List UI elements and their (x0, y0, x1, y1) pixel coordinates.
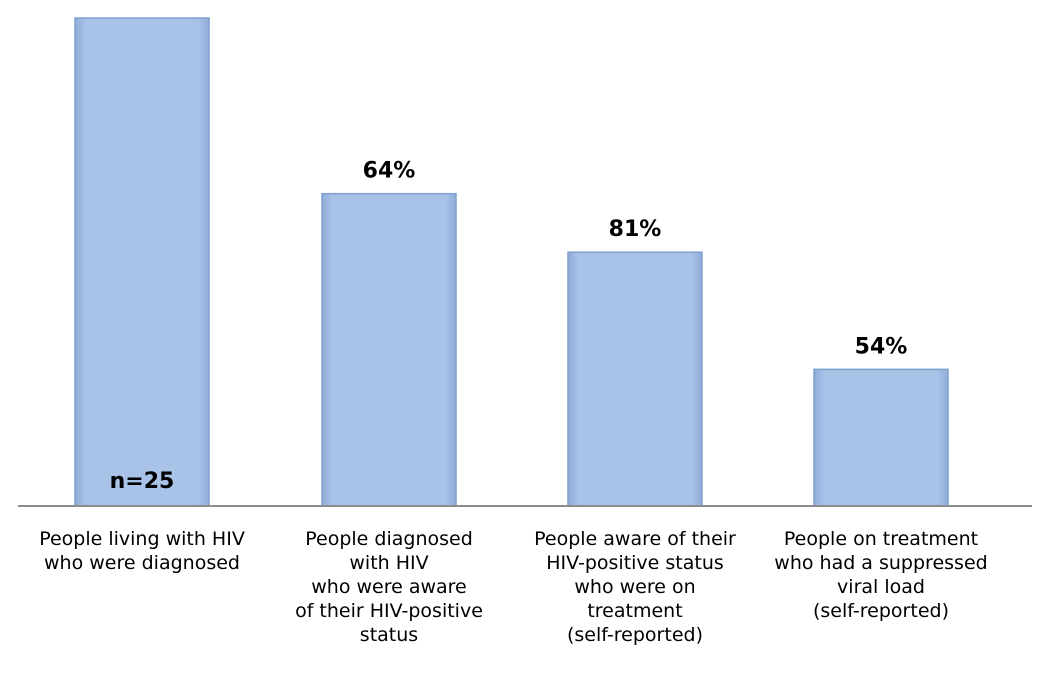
bar-2 (321, 192, 457, 507)
data-label-1: n=25 (110, 469, 175, 494)
category-label: People on treatment who had a suppressed… (774, 528, 988, 622)
data-label-2: 64% (363, 159, 416, 184)
category-label: People living with HIV who were diagnose… (39, 528, 245, 574)
bar-1 (74, 17, 210, 507)
bar-3 (567, 251, 703, 507)
category-label: People aware of their HIV-positive statu… (534, 528, 736, 646)
data-label-4: 54% (855, 334, 908, 359)
data-label-3: 81% (609, 217, 662, 242)
category-label: People diagnosed with HIV who were aware… (295, 528, 483, 646)
bar-4 (813, 368, 949, 507)
